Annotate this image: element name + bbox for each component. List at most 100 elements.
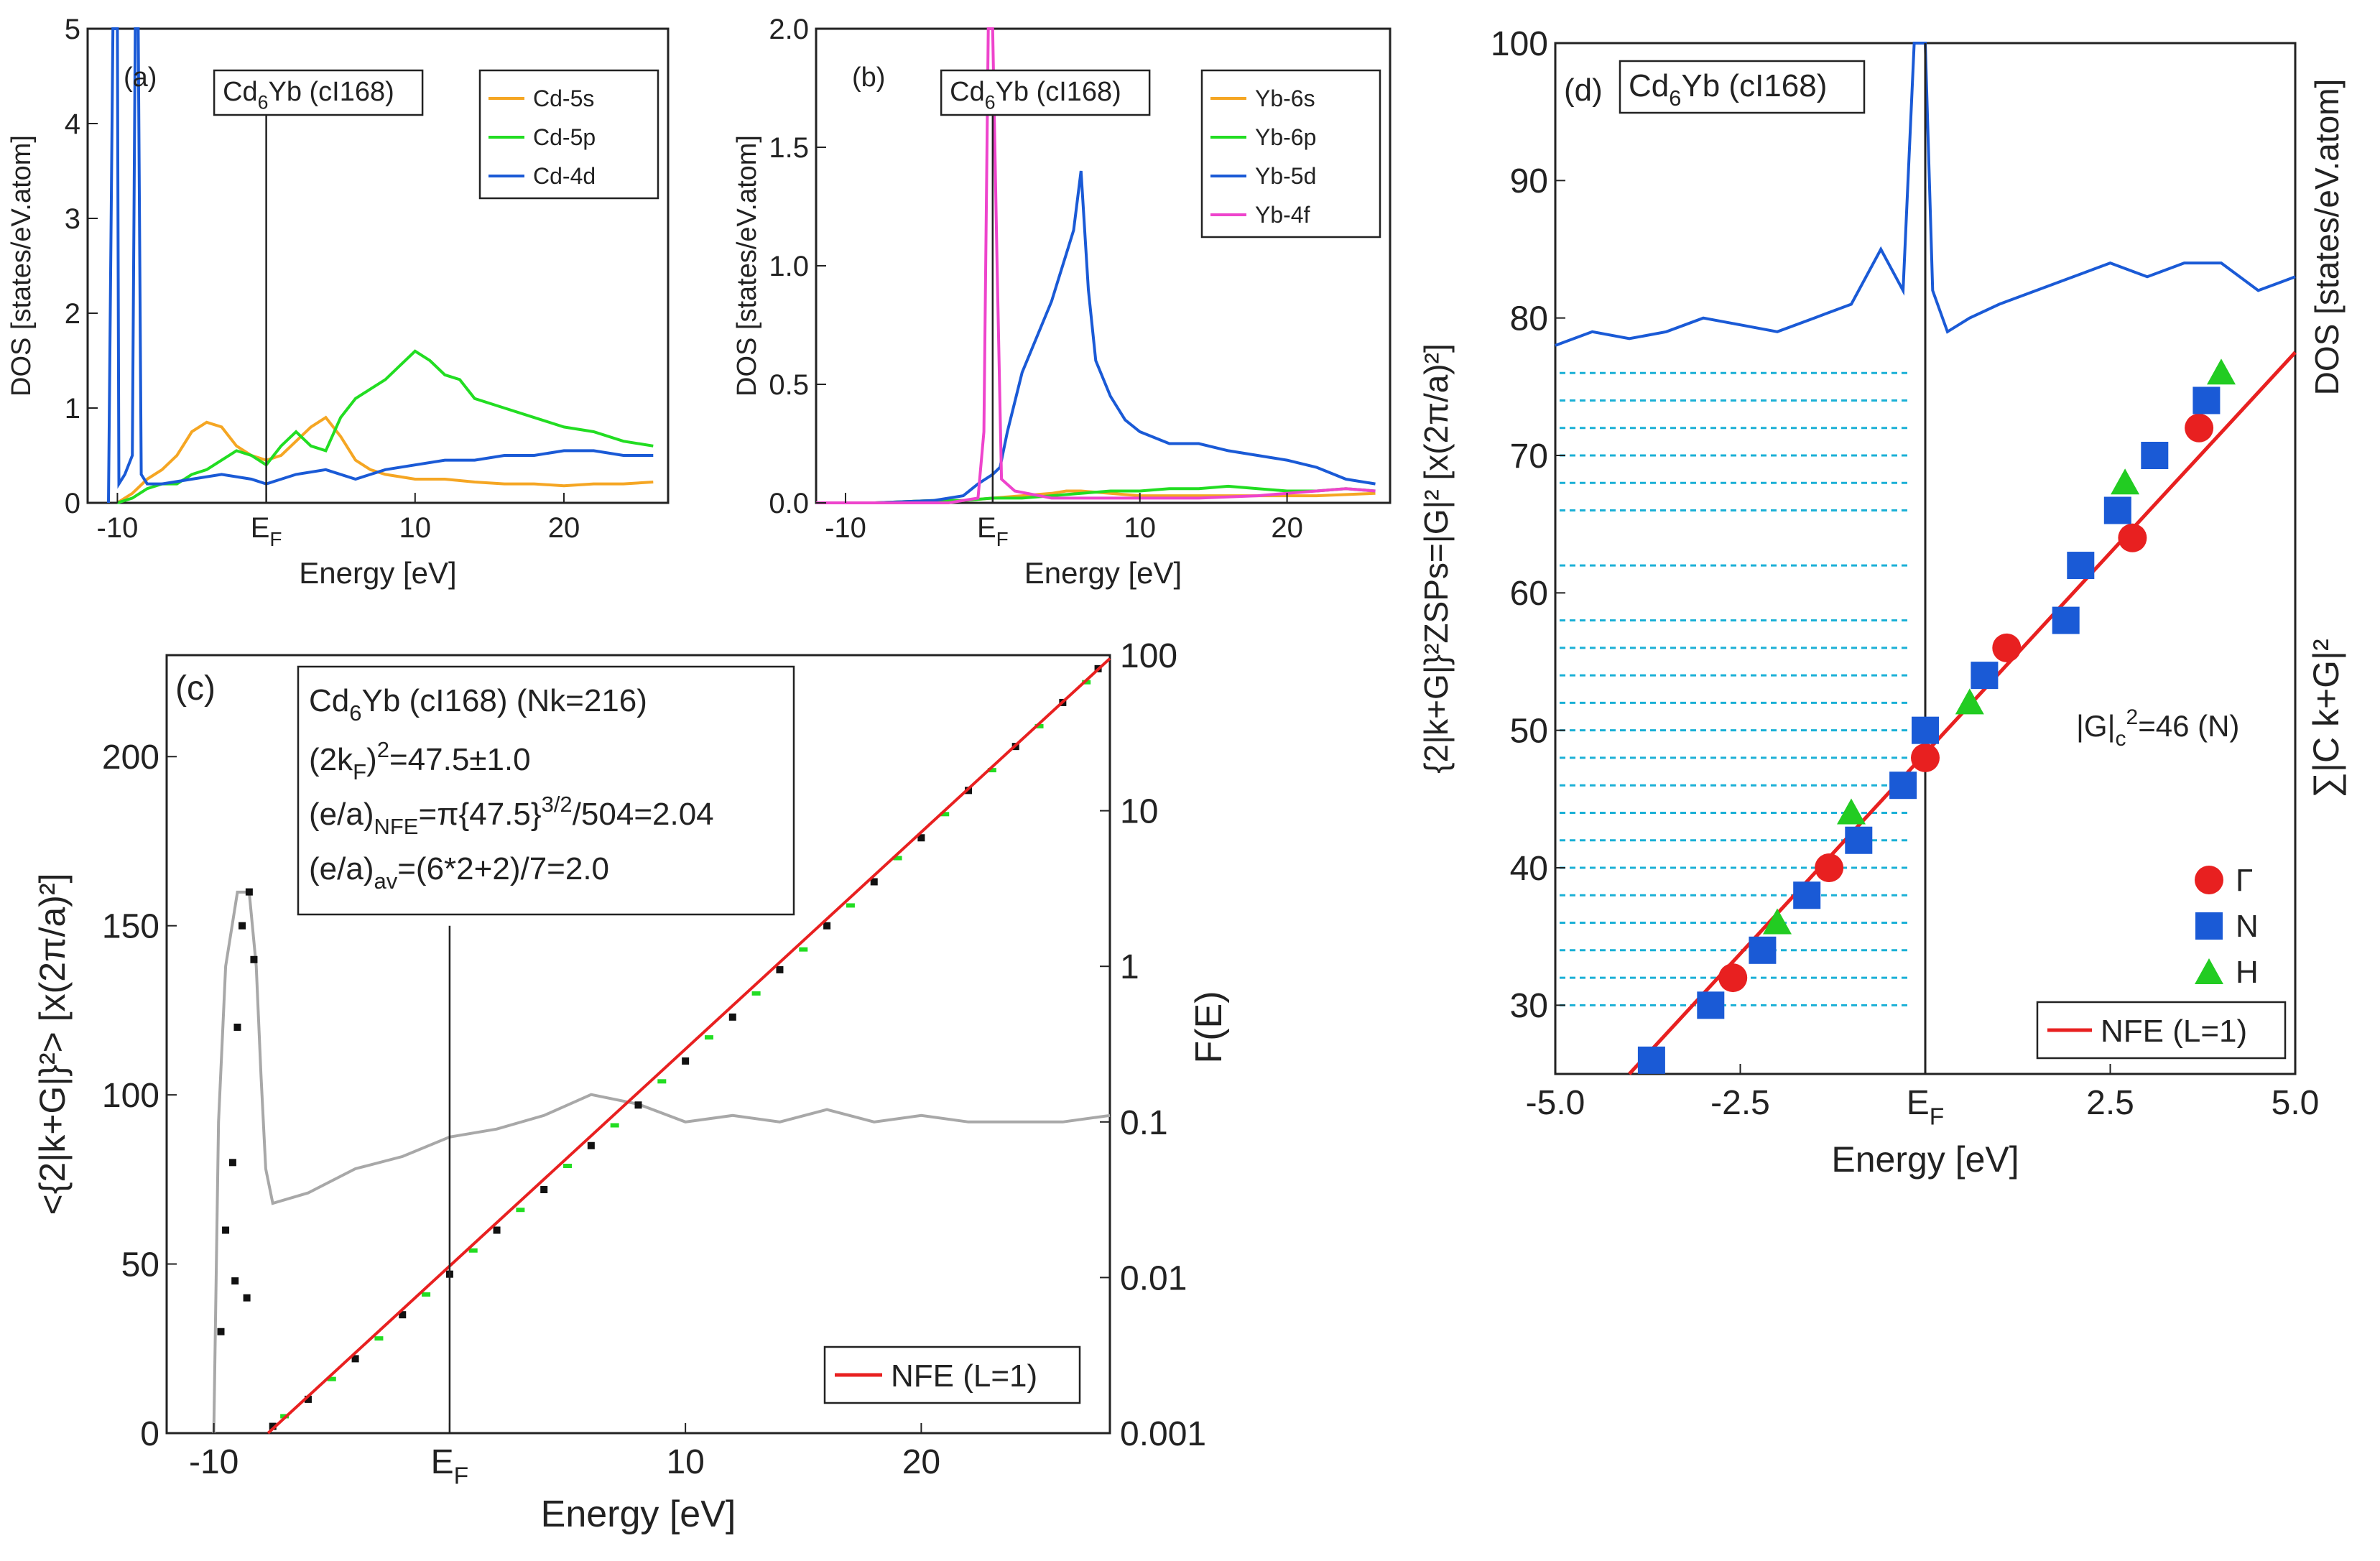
y-ytick-label: 0.0 [769, 488, 809, 519]
n-point [1697, 991, 1725, 1019]
y-ytick-label: 100 [102, 1077, 159, 1115]
n-point [2193, 386, 2221, 414]
y2tick-label: 10 [1120, 793, 1158, 831]
black-point [217, 1328, 225, 1335]
y-ytick-label: 50 [121, 1246, 159, 1284]
green-point [751, 991, 761, 996]
x-xtick-label: 10 [666, 1443, 704, 1481]
n-point [1971, 662, 1999, 690]
y-ytick-label: 0.5 [769, 369, 809, 401]
y-ytick-label: 100 [1491, 25, 1548, 63]
y2tick-label: 1 [1120, 948, 1139, 986]
h-point [1837, 798, 1866, 825]
y-ytick-label: 0 [65, 488, 80, 519]
black-point [233, 1023, 241, 1031]
black-point [870, 878, 878, 886]
x-axis-title: Energy [eV] [541, 1493, 736, 1535]
black-point [634, 1101, 642, 1109]
black-point [222, 1226, 230, 1234]
y-ytick-label: 1.5 [769, 132, 809, 164]
y-ytick-label: 0 [140, 1415, 159, 1453]
x-axis-title: Energy [eV] [1024, 556, 1182, 590]
green-point [1082, 680, 1091, 685]
x-xtick-label: -10 [825, 512, 866, 544]
panel-label: (c) [175, 670, 216, 708]
legend-label: NFE (L=1) [891, 1358, 1037, 1394]
y2tick-label: 0.001 [1120, 1415, 1206, 1453]
green-point [468, 1248, 478, 1253]
x-xtick-label: 10 [1124, 512, 1156, 544]
x-xtick-label: 20 [1271, 512, 1303, 544]
x-xtick-label: -10 [97, 512, 139, 544]
panel-label: (b) [852, 62, 885, 93]
n-point [1637, 1046, 1665, 1074]
legend-label: Cd-5s [533, 85, 594, 111]
y-ytick-label: 2 [65, 298, 80, 330]
y-ytick-label: 50 [1510, 712, 1548, 750]
panel-label: (a) [124, 62, 157, 93]
green-point [563, 1164, 573, 1169]
x-xtick-label: 10 [399, 512, 432, 544]
compound-label: Cd6Yb (cI168) [223, 77, 394, 113]
green-point [516, 1208, 525, 1213]
gamma-point [1992, 633, 2022, 662]
n-point [2103, 496, 2131, 524]
x-axis-title: Energy [eV] [1831, 1139, 2019, 1180]
green-point [1034, 723, 1044, 728]
legend-label: NFE (L=1) [2101, 1014, 2247, 1049]
h-point [1763, 908, 1792, 935]
n-point [1889, 772, 1917, 800]
x-xtick-label: EF [251, 512, 282, 550]
y-axis-title: <{2|k+G|}²> [x(2π/a)²] [32, 874, 73, 1215]
green-point [799, 947, 808, 952]
compound-label: Cd6Yb (cI168) [1629, 68, 1827, 111]
n-point [2052, 606, 2080, 634]
legend-marker-n [2195, 912, 2223, 940]
legend-label: Yb-6s [1255, 85, 1315, 111]
black-point [540, 1185, 548, 1193]
y2-axis-title-bottom: ∑|C k+G|² [2306, 639, 2346, 797]
y-ytick-label: 150 [102, 907, 159, 945]
y2-axis-title-top: DOS [states/eV.atom] [2308, 79, 2346, 396]
y-ytick-label: 90 [1510, 162, 1548, 200]
black-point [228, 1159, 236, 1167]
gamma-point [1815, 853, 1844, 882]
black-point [728, 1013, 736, 1021]
n-point [2067, 552, 2095, 580]
h-point [2111, 468, 2140, 495]
green-point [846, 903, 855, 908]
x-xtick-label: EF [1907, 1084, 1945, 1130]
compound-box [213, 69, 424, 116]
gamma-point [2185, 413, 2214, 443]
x-xtick-label: -5.0 [1526, 1084, 1585, 1122]
y-axis-title: {2|k+G|}²ZSPs=|G|² [x(2π/a)²] [1417, 343, 1455, 773]
green-point [987, 768, 996, 773]
green-point [893, 856, 902, 861]
series-line-Cd-5p [116, 349, 654, 504]
plot-frame [86, 27, 670, 504]
black-point [493, 1226, 501, 1234]
y-axis-title: DOS [states/eV.atom] [732, 135, 762, 397]
n-point [1749, 936, 1777, 964]
y-ytick-label: 3 [65, 203, 80, 235]
y2-axis-title: F(E) [1188, 991, 1230, 1063]
fe-gray-line [212, 890, 1111, 1434]
y-ytick-label: 2.0 [769, 14, 809, 45]
black-point [231, 1277, 239, 1285]
panel-label: (d) [1564, 73, 1603, 108]
h-point [2207, 358, 2236, 385]
info-line: Cd6Yb (cI168) (Nk=216) [309, 683, 647, 726]
black-point [823, 922, 831, 930]
n-point [1793, 881, 1821, 909]
legend-label: Cd-4d [533, 163, 596, 189]
chart-panel-a: -10 EF 10 20 0 1 2 3 4 5 (a) Cd6Yb (cI168) Cd-5s Cd-5… [6, 14, 670, 590]
compound-box [1619, 60, 1866, 114]
y-ytick-label: 5 [65, 14, 80, 45]
y-ytick-label: 80 [1510, 300, 1548, 338]
green-point [610, 1123, 619, 1128]
chart-panel-d: -5.0 -2.5 EF 2.5 5.0 30 40 50 60 70 80 90 100 (d) Cd6Y… [1417, 25, 2346, 1180]
info-line: (2kF)2=47.5±1.0 [309, 737, 531, 784]
y-ytick-label: 200 [102, 738, 159, 777]
green-point [374, 1336, 384, 1341]
